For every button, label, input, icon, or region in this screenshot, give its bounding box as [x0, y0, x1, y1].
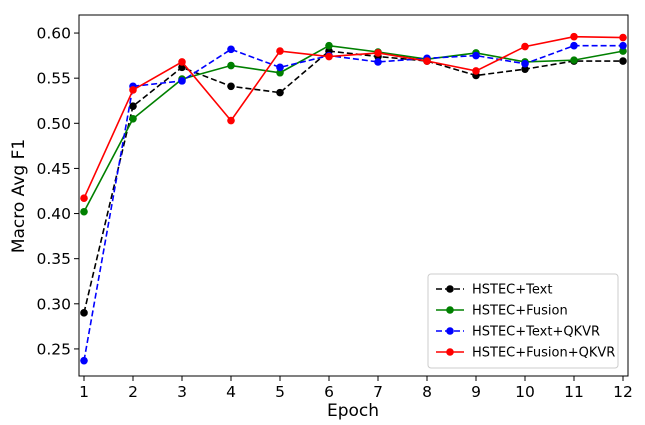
y-tick-label: 0.25	[36, 340, 71, 358]
y-axis-title: Macro Avg F1	[9, 139, 29, 253]
data-point	[570, 41, 578, 50]
data-point	[521, 65, 529, 73]
data-point	[80, 309, 88, 317]
x-tick-label: 11	[564, 383, 584, 401]
legend-marker	[446, 306, 454, 314]
y-tick-label: 0.30	[36, 295, 71, 313]
data-point	[227, 82, 235, 91]
data-point	[227, 45, 235, 54]
series-line-2	[83, 44, 624, 213]
data-point	[80, 194, 88, 203]
series-line-1	[83, 50, 623, 314]
data-point	[325, 41, 333, 50]
data-point	[619, 47, 627, 55]
x-tick-label: 3	[177, 383, 187, 401]
legend: HSTEC+Text HSTEC+Fusion HSTEC+Text+QKVR HST…	[427, 273, 619, 369]
data-point	[276, 47, 284, 55]
x-axis: 1 2 3 4 5 6 7 8 9 10 11 12	[79, 376, 633, 401]
data-point	[521, 59, 529, 68]
series-line-4	[83, 35, 624, 199]
x-tick-label: 2	[128, 383, 138, 401]
x-tick-label: 10	[515, 383, 535, 401]
data-point	[276, 63, 284, 72]
legend-label: HSTEC+Fusion+QKVR	[472, 346, 615, 361]
data-point	[472, 51, 480, 60]
legend-label: HSTEC+Text+QKVR	[472, 325, 600, 340]
x-tick-label: 6	[324, 383, 334, 401]
y-tick-label: 0.35	[36, 250, 71, 268]
data-point	[129, 102, 137, 110]
legend-label: HSTEC+Text	[472, 283, 552, 298]
data-point	[80, 356, 88, 365]
data-point	[619, 33, 627, 42]
legend-frame	[427, 273, 619, 369]
y-tick-label: 0.55	[36, 70, 71, 88]
x-tick-label: 8	[422, 383, 432, 401]
legend-marker	[446, 348, 454, 356]
data-point	[619, 41, 627, 50]
series-layer	[80, 32, 627, 365]
data-point	[423, 57, 431, 65]
data-point	[570, 56, 578, 64]
x-tick-label: 5	[275, 383, 285, 401]
x-tick-label: 7	[373, 383, 383, 401]
data-point	[276, 68, 284, 77]
legend-marker	[446, 327, 454, 335]
y-tick-label: 0.45	[36, 160, 71, 178]
data-point	[227, 116, 235, 125]
data-point	[374, 58, 382, 66]
x-axis-title: Epoch	[327, 401, 379, 421]
data-point	[521, 42, 529, 51]
data-point	[374, 49, 382, 57]
x-tick-label: 1	[79, 383, 89, 401]
data-point	[325, 52, 333, 61]
x-tick-label: 9	[471, 383, 481, 401]
data-point	[80, 207, 88, 216]
data-point	[178, 58, 186, 66]
series-line-3	[83, 44, 623, 361]
y-tick-label: 0.50	[36, 115, 71, 133]
data-point	[227, 61, 235, 70]
data-point	[472, 67, 480, 75]
data-point	[619, 57, 627, 65]
data-point	[129, 114, 137, 123]
y-tick-label: 0.60	[36, 25, 71, 43]
data-point	[276, 88, 284, 97]
legend-label: HSTEC+Fusion	[472, 304, 568, 319]
data-point	[570, 32, 578, 41]
legend-marker	[446, 285, 454, 293]
y-tick-label: 0.40	[36, 205, 71, 223]
x-tick-label: 12	[613, 383, 633, 401]
data-point	[129, 86, 137, 94]
data-point	[178, 77, 186, 85]
y-axis: 0.25 0.30 0.35 0.40 0.45 0.50 0.55 0.60	[36, 25, 79, 358]
x-tick-label: 4	[226, 383, 236, 401]
